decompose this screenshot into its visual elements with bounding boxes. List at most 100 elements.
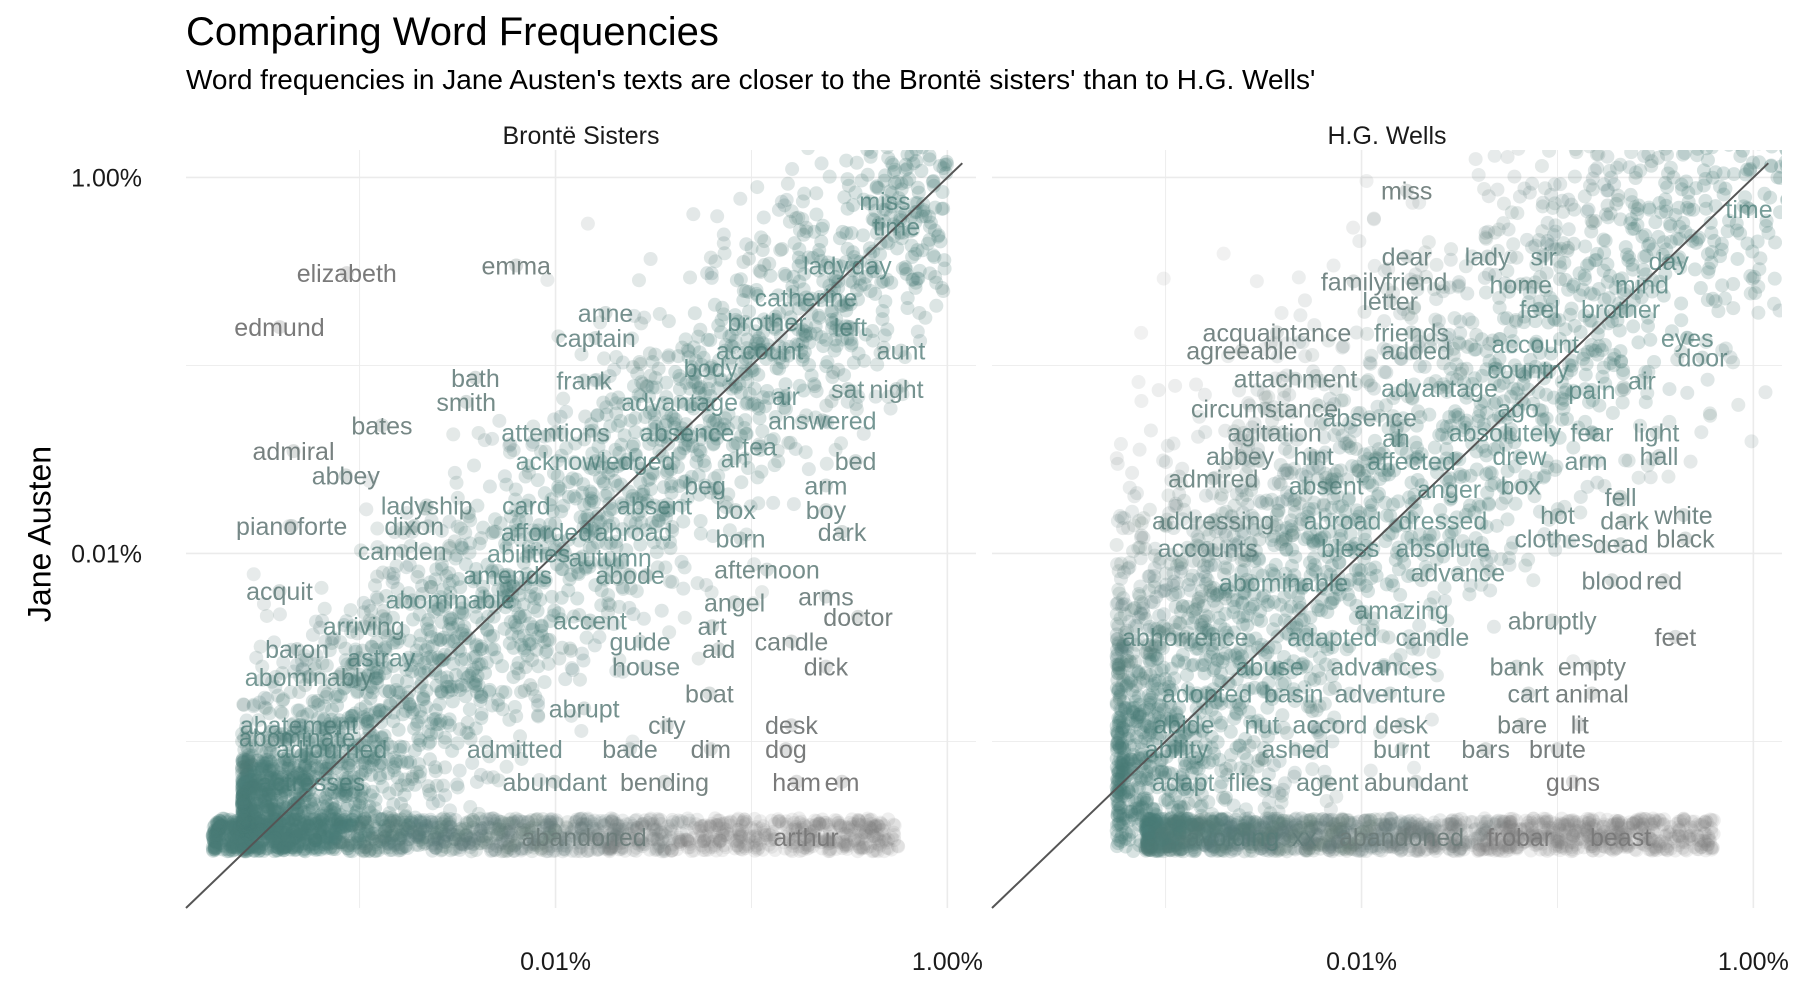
scatter-point bbox=[635, 839, 650, 854]
scatter-point bbox=[557, 841, 572, 856]
scatter-point bbox=[332, 737, 347, 752]
scatter-point bbox=[815, 218, 830, 233]
scatter-point bbox=[501, 824, 516, 839]
scatter-point bbox=[211, 827, 226, 842]
scatter-point bbox=[890, 241, 905, 256]
scatter-point bbox=[429, 827, 444, 842]
scatter-point bbox=[537, 818, 552, 833]
scatter-point bbox=[594, 583, 609, 598]
scatter-point bbox=[386, 635, 401, 650]
scatter-point bbox=[319, 817, 334, 832]
scatter-point bbox=[661, 348, 676, 363]
scatter-point bbox=[638, 819, 653, 834]
scatter-point bbox=[333, 730, 348, 745]
scatter-point bbox=[836, 85, 850, 99]
scatter-point bbox=[716, 824, 731, 839]
scatter-point bbox=[221, 819, 236, 834]
scatter-point bbox=[239, 833, 254, 848]
scatter-point bbox=[294, 821, 309, 836]
scatter-point bbox=[318, 841, 333, 856]
scatter-point bbox=[791, 839, 806, 854]
scatter-point bbox=[209, 826, 224, 841]
scatter-point bbox=[893, 213, 908, 228]
scatter-point bbox=[651, 813, 666, 828]
scatter-point bbox=[494, 825, 509, 840]
scatter-point bbox=[801, 462, 816, 477]
scatter-point bbox=[597, 841, 612, 856]
scatter-point bbox=[575, 816, 590, 831]
scatter-point bbox=[851, 812, 866, 827]
scatter-point bbox=[795, 843, 810, 858]
scatter-point bbox=[643, 368, 658, 383]
scatter-point bbox=[574, 828, 589, 843]
scatter-point bbox=[405, 593, 420, 608]
scatter-point bbox=[267, 811, 282, 826]
scatter-point bbox=[412, 662, 427, 677]
scatter-point bbox=[510, 814, 525, 829]
scatter-point bbox=[238, 798, 253, 813]
scatter-point bbox=[454, 836, 469, 851]
scatter-point bbox=[630, 820, 645, 835]
scatter-point bbox=[228, 821, 243, 836]
scatter-point bbox=[665, 837, 680, 852]
scatter-point bbox=[837, 827, 852, 842]
scatter-point bbox=[527, 835, 542, 850]
scatter-point bbox=[646, 535, 661, 550]
scatter-point bbox=[496, 843, 511, 858]
scatter-point bbox=[327, 806, 342, 821]
scatter-point bbox=[342, 818, 357, 833]
scatter-point bbox=[212, 813, 227, 828]
scatter-point bbox=[579, 817, 594, 832]
scatter-point bbox=[898, 262, 913, 277]
scatter-point bbox=[672, 372, 687, 387]
scatter-point bbox=[794, 833, 809, 848]
scatter-point bbox=[733, 367, 748, 382]
scatter-point bbox=[384, 830, 399, 845]
scatter-point bbox=[354, 815, 369, 830]
scatter-point bbox=[244, 816, 259, 831]
scatter-point bbox=[775, 816, 790, 831]
scatter-point bbox=[252, 822, 267, 837]
scatter-point bbox=[434, 819, 449, 834]
scatter-point bbox=[733, 191, 748, 206]
scatter-point bbox=[920, 98, 934, 112]
scatter-point bbox=[435, 833, 450, 848]
scatter-point bbox=[786, 497, 801, 512]
scatter-point bbox=[432, 697, 447, 712]
scatter-point bbox=[230, 826, 245, 841]
scatter-point bbox=[318, 801, 333, 816]
scatter-point bbox=[245, 818, 260, 833]
scatter-point bbox=[560, 815, 575, 830]
scatter-point bbox=[317, 823, 332, 838]
scatter-point bbox=[241, 817, 256, 832]
scatter-point bbox=[809, 384, 824, 399]
scatter-point bbox=[253, 793, 268, 808]
scatter-point bbox=[433, 713, 448, 728]
scatter-point bbox=[460, 715, 475, 730]
scatter-point bbox=[345, 818, 360, 833]
scatter-point bbox=[240, 768, 255, 783]
scatter-point bbox=[418, 836, 433, 851]
scatter-point bbox=[213, 835, 228, 850]
scatter-point bbox=[751, 336, 766, 351]
scatter-point bbox=[545, 504, 560, 519]
scatter-point bbox=[306, 828, 321, 843]
scatter-point bbox=[551, 829, 566, 844]
scatter-point bbox=[328, 823, 343, 838]
scatter-point bbox=[634, 375, 649, 390]
scatter-point bbox=[295, 830, 310, 845]
scatter-point bbox=[333, 835, 348, 850]
scatter-point bbox=[359, 839, 374, 854]
scatter-point bbox=[210, 823, 225, 838]
scatter-point bbox=[240, 774, 255, 789]
scatter-point bbox=[395, 828, 410, 843]
scatter-point bbox=[801, 150, 815, 156]
scatter-point bbox=[443, 803, 458, 818]
scatter-point bbox=[628, 813, 643, 828]
scatter-point bbox=[236, 815, 251, 830]
scatter-point bbox=[253, 816, 268, 831]
scatter-point bbox=[814, 156, 829, 171]
scatter-point bbox=[623, 816, 638, 831]
scatter-point bbox=[433, 823, 448, 838]
scatter-point bbox=[542, 814, 557, 829]
